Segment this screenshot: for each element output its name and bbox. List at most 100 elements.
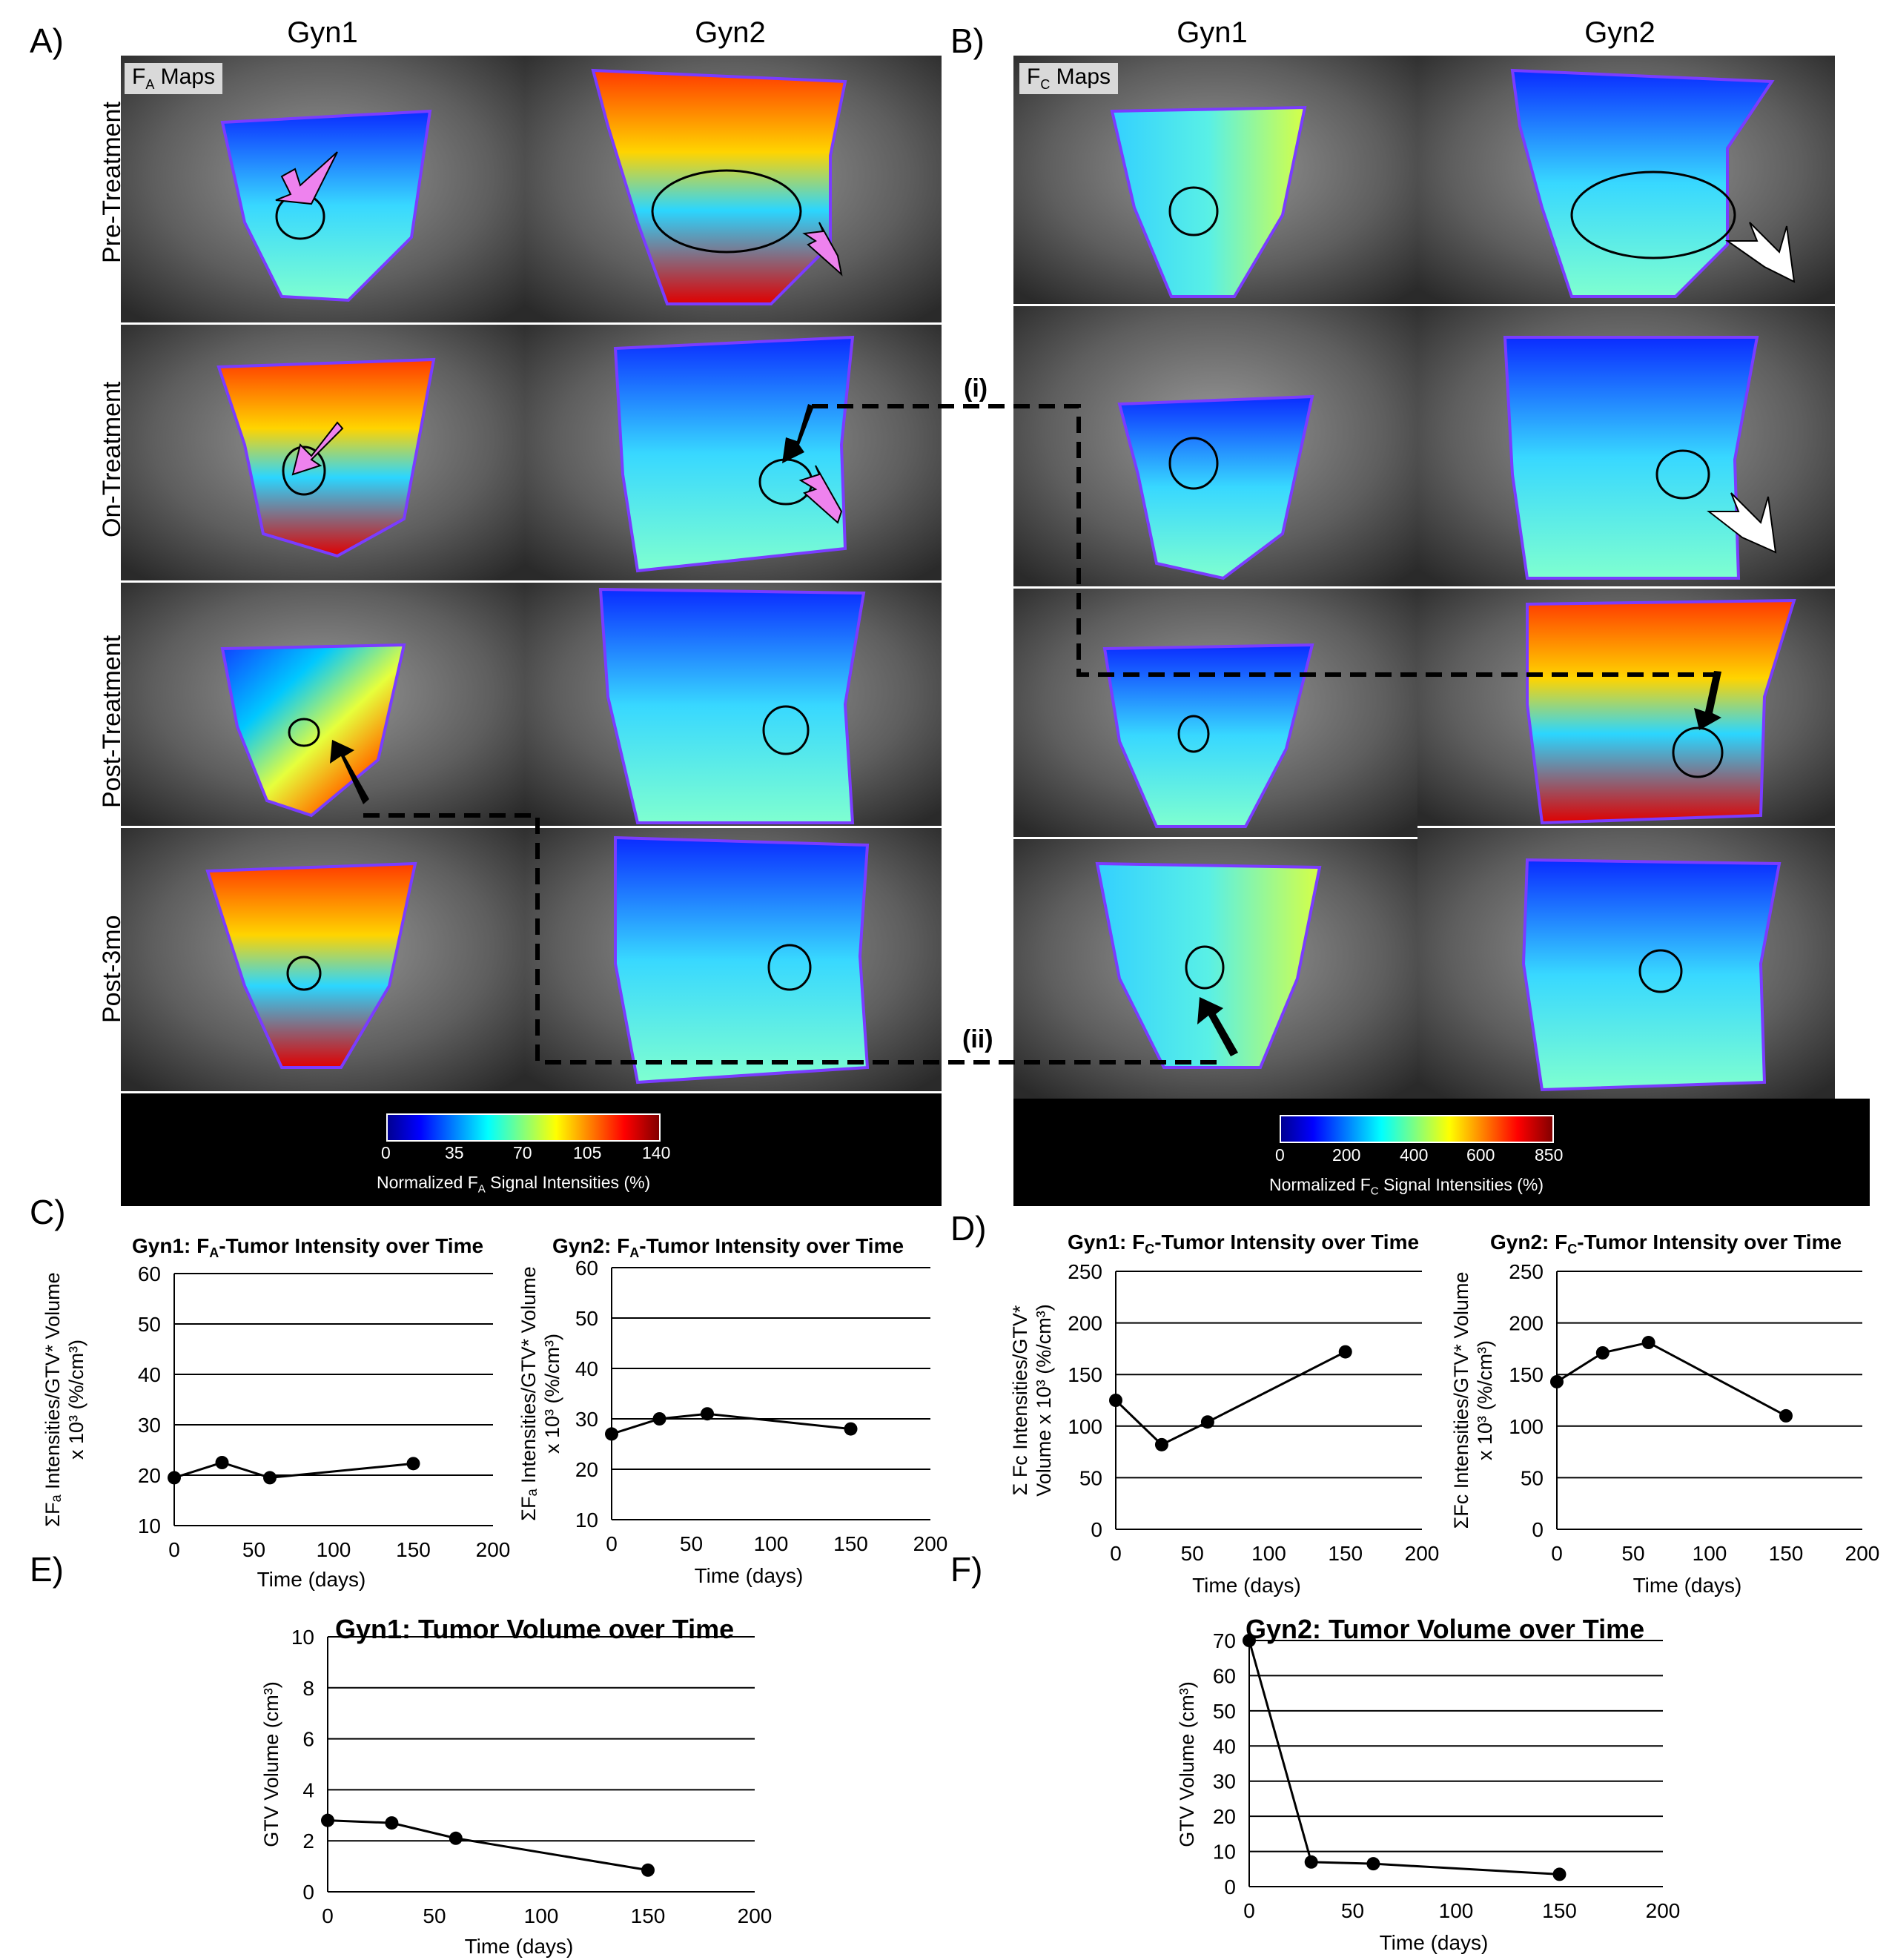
colorbar-a-background (121, 1093, 942, 1206)
chart-F-xtick-label: 50 (1341, 1899, 1364, 1922)
colorbar-b-gradient (1280, 1115, 1554, 1143)
chart-C2-ytick-label: 30 (575, 1408, 598, 1431)
panel-a-letter: A) (30, 21, 64, 60)
chart-E-xlabel: Time (days) (465, 1935, 574, 1958)
chart-C1-ytick-label: 30 (138, 1414, 161, 1437)
chart-C1: 10 20 30 40 50 60 0 50 100 150 200 Gyn1: FA-Tumor I… (42, 1234, 510, 1591)
chart-E-xtick-label: 50 (423, 1904, 446, 1927)
colorbar-b-label: Normalized FC Signal Intensities (%) (1269, 1175, 1544, 1198)
chart-D2-ylabel: ΣFᴄ Intensities/GTV* Volumex 10³ (%/cm³) (1450, 1272, 1496, 1529)
chart-C1-title: Gyn1: FA-Tumor Intensity over Time (132, 1234, 483, 1260)
chart-C2-ylabel: ΣFₐ Intensities/GTV* Volumex 10³ (%/cm³) (517, 1266, 563, 1520)
chart-F-ytick-label: 30 (1213, 1770, 1236, 1793)
chart-C2-point (605, 1427, 618, 1441)
chart-C1-ylabel: ΣFₐ Intensities/GTV* Volumex 10³ (%/cm³) (42, 1272, 87, 1526)
chart-D2-point (1779, 1408, 1793, 1423)
panel-c-letter: C) (30, 1193, 66, 1231)
chart-D1-ytick-label: 100 (1068, 1415, 1102, 1438)
chart-E-ytick-label: 6 (302, 1728, 314, 1751)
colorbar-b-tick-3: 600 (1466, 1145, 1495, 1165)
panel-b-letter: B) (950, 21, 985, 60)
colorbar-a-tick-4: 140 (642, 1143, 671, 1162)
chart-F-point (1243, 1634, 1256, 1647)
chart-F: 0 10 20 30 40 50 60 70 0 50 100 150 200 Gyn2: Tumor V… (1176, 1614, 1680, 1954)
panel-b-map-tag: FC Maps (1019, 63, 1119, 94)
chart-E-ytick-label: 0 (302, 1881, 314, 1904)
colorbar-b-tick-4: 850 (1535, 1145, 1564, 1165)
chart-D2-point (1550, 1374, 1564, 1388)
chart-D2-title: Gyn2: FC-Tumor Intensity over Time (1490, 1231, 1842, 1257)
chart-C2-series-line (611, 1412, 851, 1435)
chart-D1-xtick-label: 50 (1181, 1542, 1204, 1565)
chart-F-xtick-label: 150 (1542, 1899, 1577, 1922)
chart-C1-xtick-label: 50 (242, 1538, 265, 1561)
colorbar-b-tick-2: 400 (1400, 1145, 1429, 1165)
chart-E-xtick-label: 200 (738, 1904, 773, 1927)
chart-E-title: Gyn1: Tumor Volume over Time (335, 1614, 734, 1644)
chart-D2-xtick-label: 200 (1845, 1542, 1880, 1565)
chart-E-point (385, 1816, 399, 1830)
chart-D2-ytick-label: 0 (1532, 1518, 1544, 1541)
chart-F-title: Gyn2: Tumor Volume over Time (1245, 1614, 1644, 1644)
white-arrow-1 (1724, 222, 1796, 283)
chart-F-xtick-label: 0 (1243, 1899, 1255, 1922)
chart-D1-ytick-label: 150 (1068, 1363, 1102, 1386)
chart-C1-ytick-label: 60 (138, 1262, 161, 1285)
chart-C2-ytick-label: 60 (575, 1257, 598, 1279)
chart-E-ytick-label: 8 (302, 1677, 314, 1700)
chart-D2-xtick-label: 100 (1693, 1542, 1727, 1565)
chart-D1-point (1338, 1345, 1352, 1359)
pink-arrow-2 (802, 222, 843, 277)
chart-D2-series-line (1556, 1341, 1787, 1417)
chart-E-ylabel: GTV Volume (cm³) (260, 1681, 282, 1847)
chart-D1-ytick-label: 0 (1091, 1518, 1102, 1541)
chart-D1-xtick-label: 200 (1405, 1542, 1440, 1565)
panel-d-letter: D) (950, 1209, 987, 1248)
chart-D1-title: Gyn1: FC-Tumor Intensity over Time (1068, 1231, 1419, 1257)
chart-F-point (1552, 1867, 1567, 1881)
panel-a-grid (121, 56, 942, 1091)
chart-C2-xtick-label: 150 (833, 1532, 868, 1555)
chart-C2-xtick-label: 100 (754, 1532, 789, 1555)
chart-D2-ytick-label: 250 (1509, 1260, 1544, 1283)
chart-E-point (321, 1813, 334, 1827)
chart-E-ytick-label: 2 (302, 1830, 314, 1853)
chart-F-point (1366, 1857, 1380, 1871)
panel-a-col1-header: Gyn1 (287, 16, 358, 49)
panel-b-col1-header: Gyn1 (1177, 16, 1248, 49)
mri-grid-svg (121, 56, 1870, 1206)
chart-F-ytick-label: 70 (1213, 1629, 1236, 1652)
chart-C1-series-line (173, 1461, 414, 1479)
chart-D2-ytick-label: 150 (1509, 1363, 1544, 1386)
chart-D1: 0 50 100 150 200 250 0 50 100 150 200 Gyn1: FC-Tumo… (1009, 1231, 1439, 1597)
chart-D2-xtick-label: 150 (1769, 1542, 1804, 1565)
chart-D1-point (1200, 1415, 1214, 1429)
chart-E-xtick-label: 100 (524, 1904, 559, 1927)
chart-F-ytick-label: 50 (1213, 1700, 1236, 1723)
chart-D2-point (1595, 1345, 1610, 1360)
chart-C1-point (168, 1471, 181, 1485)
chart-C2-point (701, 1407, 714, 1421)
chart-F-xlabel: Time (days) (1380, 1931, 1489, 1954)
chart-C1-ytick-label: 10 (138, 1514, 161, 1537)
annotation-ii: (ii) (962, 1025, 993, 1053)
chart-D1-point (1109, 1394, 1122, 1407)
annotation-arrows (275, 151, 1796, 1056)
chart-D2-ytick-label: 50 (1521, 1466, 1544, 1489)
chart-D1-xlabel: Time (days) (1192, 1574, 1301, 1597)
chart-D1-ytick-label: 200 (1068, 1312, 1102, 1335)
chart-D1-xtick-label: 0 (1110, 1542, 1122, 1565)
chart-C2-title: Gyn2: FA-Tumor Intensity over Time (552, 1234, 904, 1260)
black-arrow-3 (1694, 671, 1721, 730)
panel-e-letter: E) (30, 1550, 64, 1589)
colorbar-b-tick-0: 0 (1275, 1145, 1285, 1165)
panel-b-grid (1013, 56, 1835, 1099)
chart-D2-xlabel: Time (days) (1633, 1574, 1742, 1597)
chart-C1-point (215, 1456, 229, 1469)
chart-C1-ytick-label: 20 (138, 1464, 161, 1487)
chart-C1-ytick-label: 50 (138, 1313, 161, 1336)
panel-b-col2-header: Gyn2 (1584, 16, 1655, 49)
chart-D1-series-line (1114, 1351, 1346, 1446)
